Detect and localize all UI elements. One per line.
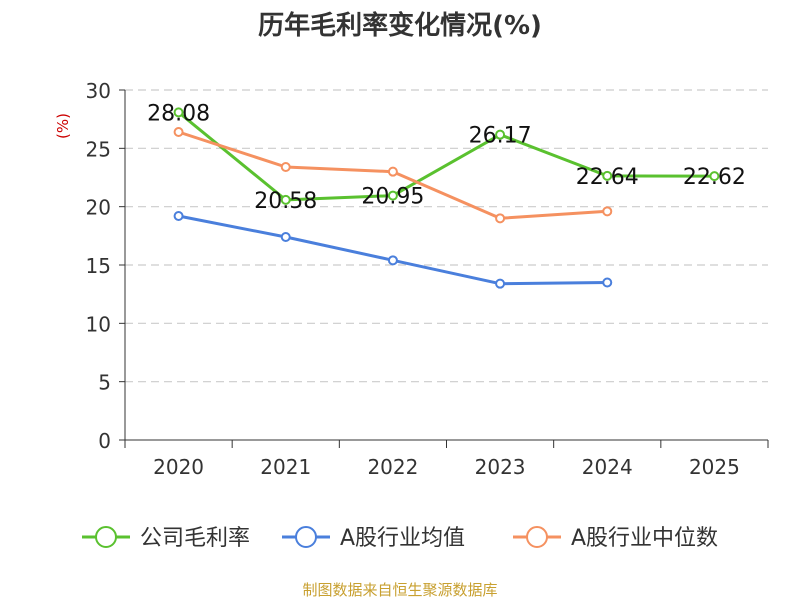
data-point: [602, 170, 613, 181]
data-label: 22.62: [683, 165, 746, 190]
y-tick-label: 10: [86, 312, 111, 336]
series-line-0: [177, 111, 715, 202]
legend-marker: [95, 526, 117, 548]
chart-title: 历年毛利率变化情况(%): [258, 10, 542, 41]
data-point: [173, 127, 184, 137]
x-tick-label: 2025: [689, 455, 740, 479]
y-tick-label: 30: [86, 79, 111, 103]
legend-item-0: 公司毛利率: [82, 526, 250, 551]
source-note: 制图数据来自恒生聚源数据库: [302, 581, 497, 599]
legend-marker: [526, 526, 548, 548]
data-label: 22.64: [576, 165, 639, 190]
legend-item-1: A股行业均值: [282, 526, 465, 551]
legend-marker: [295, 526, 317, 548]
x-tick-label: 2024: [582, 455, 633, 479]
x-tick-label: 2020: [153, 455, 204, 479]
y-axis-label: (%): [54, 113, 72, 139]
y-tick-label: 0: [98, 429, 111, 453]
data-label: 20.58: [254, 189, 317, 214]
x-tick-label: 2022: [367, 455, 418, 479]
y-tick-label: 15: [86, 254, 111, 278]
data-label: 28.08: [147, 101, 210, 126]
data-label: 26.17: [469, 124, 532, 149]
x-tick-label: 2023: [475, 455, 526, 479]
data-labels: 28.08 20.58 20.95 26.17 22.64 22.62: [147, 101, 746, 213]
grid: [125, 89, 768, 383]
data-point: [602, 206, 613, 217]
data-point: [495, 278, 506, 289]
legend: 公司毛利率 A股行业均值 A股行业中位数: [82, 526, 718, 551]
y-tick-label: 5: [98, 371, 111, 395]
y-tick-label: 25: [86, 137, 111, 161]
series-line-1: [178, 214, 608, 286]
data-label: 20.95: [361, 185, 424, 210]
data-point: [173, 211, 184, 221]
data-point: [280, 162, 291, 172]
legend-item-2: A股行业中位数: [513, 526, 718, 551]
x-tick-label: 2021: [260, 455, 311, 479]
y-tick-label: 20: [86, 196, 111, 220]
legend-label: A股行业均值: [340, 526, 465, 551]
data-point: [387, 255, 398, 266]
series-layer: [173, 107, 720, 289]
legend-label: 公司毛利率: [140, 526, 250, 551]
data-point: [387, 190, 398, 201]
data-point: [495, 213, 506, 224]
data-point: [280, 232, 291, 242]
legend-label: A股行业中位数: [571, 526, 718, 551]
data-point: [280, 194, 291, 205]
data-point: [387, 166, 398, 177]
data-point: [495, 129, 506, 140]
data-point: [709, 171, 720, 182]
data-point: [602, 277, 613, 288]
data-point: [173, 107, 184, 118]
